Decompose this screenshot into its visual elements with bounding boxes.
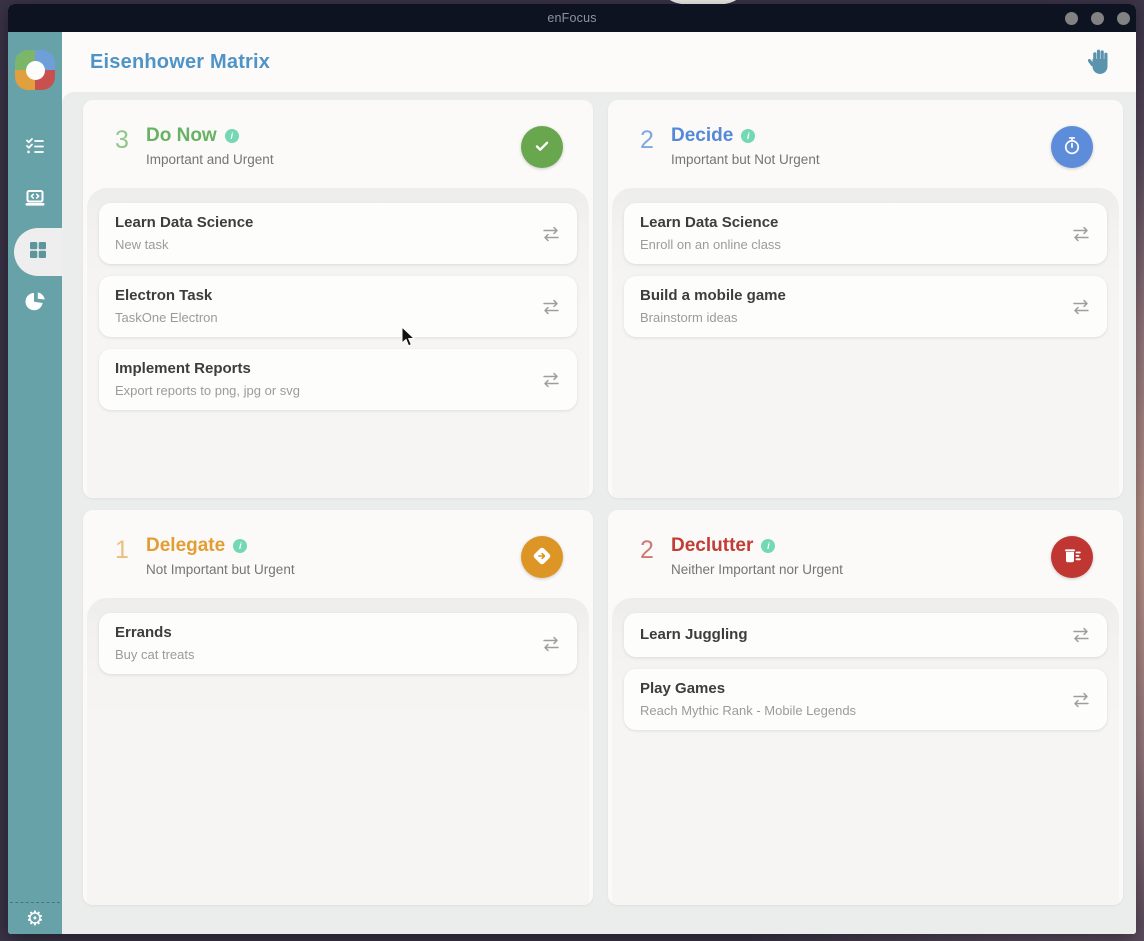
- swap-horiz-icon[interactable]: [541, 299, 561, 315]
- task-title: Play Games: [640, 679, 856, 699]
- task-card[interactable]: Learn Data Science Enroll on an online c…: [624, 203, 1107, 264]
- quadrant-decide: 2 Decide i Important but Not Urgent: [608, 100, 1123, 498]
- quadrant-declutter: 2 Declutter i Neither Important nor Urge…: [608, 510, 1123, 905]
- delete-sweep-icon-button[interactable]: [1051, 536, 1093, 578]
- app-window: enFocus: [8, 4, 1136, 934]
- quadrant-title: Declutter: [671, 534, 753, 558]
- task-list: Learn Juggling Play Games Re: [612, 598, 1119, 905]
- quadrant-title: Do Now: [146, 124, 217, 148]
- titlebar[interactable]: enFocus: [8, 4, 1136, 32]
- quadrant-title: Delegate: [146, 534, 225, 558]
- task-card[interactable]: Errands Buy cat treats: [99, 613, 577, 674]
- check-icon-button[interactable]: [521, 126, 563, 168]
- quadrant-subtitle: Not Important but Urgent: [146, 562, 295, 577]
- task-title: Learn Data Science: [640, 213, 781, 233]
- task-title: Implement Reports: [115, 359, 300, 379]
- page-header: Eisenhower Matrix: [62, 32, 1136, 92]
- grid-icon: [27, 239, 49, 266]
- window-title: enFocus: [547, 11, 596, 25]
- info-icon[interactable]: i: [225, 129, 239, 143]
- app-logo: [15, 50, 55, 90]
- task-subtitle: Export reports to png, jpg or svg: [115, 381, 300, 400]
- timer-icon-button[interactable]: [1051, 126, 1093, 168]
- info-icon[interactable]: i: [741, 129, 755, 143]
- window-control-maximize[interactable]: [1091, 12, 1104, 25]
- task-subtitle: Buy cat treats: [115, 645, 194, 664]
- task-subtitle: Reach Mythic Rank - Mobile Legends: [640, 701, 856, 720]
- swap-horiz-icon[interactable]: [1071, 299, 1091, 315]
- task-title: Electron Task: [115, 286, 218, 306]
- sidebar-item-eisenhower-matrix[interactable]: [14, 228, 62, 276]
- swap-horiz-icon[interactable]: [1071, 692, 1091, 708]
- sidebar-item-tasks[interactable]: [8, 122, 62, 174]
- quadrant-count: 3: [115, 127, 139, 153]
- quadrant-subtitle: Important but Not Urgent: [671, 152, 820, 167]
- info-icon[interactable]: i: [233, 539, 247, 553]
- info-icon[interactable]: i: [761, 539, 775, 553]
- task-card[interactable]: Electron Task TaskOne Electron: [99, 276, 577, 337]
- gear-icon: ⚙: [26, 909, 44, 929]
- quadrant-subtitle: Neither Important nor Urgent: [671, 562, 843, 577]
- quadrant-count: 1: [115, 537, 139, 563]
- task-title: Learn Juggling: [640, 625, 748, 645]
- pie-chart-icon: [24, 291, 46, 318]
- directions-icon: [530, 544, 554, 571]
- task-subtitle: TaskOne Electron: [115, 308, 218, 327]
- page-title: Eisenhower Matrix: [90, 51, 270, 74]
- timer-icon: [1061, 135, 1083, 160]
- task-card[interactable]: Learn Data Science New task: [99, 203, 577, 264]
- quadrant-subtitle: Important and Urgent: [146, 152, 274, 167]
- task-list: Learn Data Science New task Electron Tas…: [87, 188, 589, 498]
- window-controls: [1065, 4, 1130, 32]
- task-subtitle: Brainstorm ideas: [640, 308, 786, 327]
- task-title: Errands: [115, 623, 194, 643]
- swap-horiz-icon[interactable]: [541, 372, 561, 388]
- swap-horiz-icon[interactable]: [1071, 627, 1091, 643]
- quadrant-delegate: 1 Delegate i Not Important but Urgent: [83, 510, 593, 905]
- sidebar-item-dev-board[interactable]: [8, 174, 62, 226]
- swap-horiz-icon[interactable]: [1071, 226, 1091, 242]
- task-title: Learn Data Science: [115, 213, 253, 233]
- task-subtitle: New task: [115, 235, 253, 254]
- directions-icon-button[interactable]: [521, 536, 563, 578]
- swap-horiz-icon[interactable]: [541, 636, 561, 652]
- laptop-code-icon: [23, 186, 47, 215]
- delete-sweep-icon: [1061, 545, 1083, 570]
- window-control-close[interactable]: [1117, 12, 1130, 25]
- quadrant-count: 2: [640, 127, 664, 153]
- window-control-minimize[interactable]: [1065, 12, 1078, 25]
- sidebar-item-reports[interactable]: [8, 278, 62, 330]
- task-subtitle: Enroll on an online class: [640, 235, 781, 254]
- task-card[interactable]: Implement Reports Export reports to png,…: [99, 349, 577, 410]
- swap-horiz-icon[interactable]: [541, 226, 561, 242]
- checklist-icon: [24, 135, 46, 162]
- quadrant-title: Decide: [671, 124, 733, 148]
- matrix-area: 3 Do Now i Important and Urgent: [62, 92, 1136, 934]
- task-list: Learn Data Science Enroll on an online c…: [612, 188, 1119, 498]
- pan-tool-icon: [1088, 62, 1112, 77]
- task-list: Errands Buy cat treats: [87, 598, 589, 905]
- sidebar: ⚙: [8, 32, 62, 934]
- quadrant-do-now: 3 Do Now i Important and Urgent: [83, 100, 593, 498]
- settings-button[interactable]: ⚙: [8, 903, 62, 934]
- task-title: Build a mobile game: [640, 286, 786, 306]
- quadrant-count: 2: [640, 537, 664, 563]
- task-card[interactable]: Learn Juggling: [624, 613, 1107, 657]
- check-icon: [531, 135, 553, 160]
- task-card[interactable]: Build a mobile game Brainstorm ideas: [624, 276, 1107, 337]
- pan-tool-button[interactable]: [1088, 48, 1112, 77]
- task-card[interactable]: Play Games Reach Mythic Rank - Mobile Le…: [624, 669, 1107, 730]
